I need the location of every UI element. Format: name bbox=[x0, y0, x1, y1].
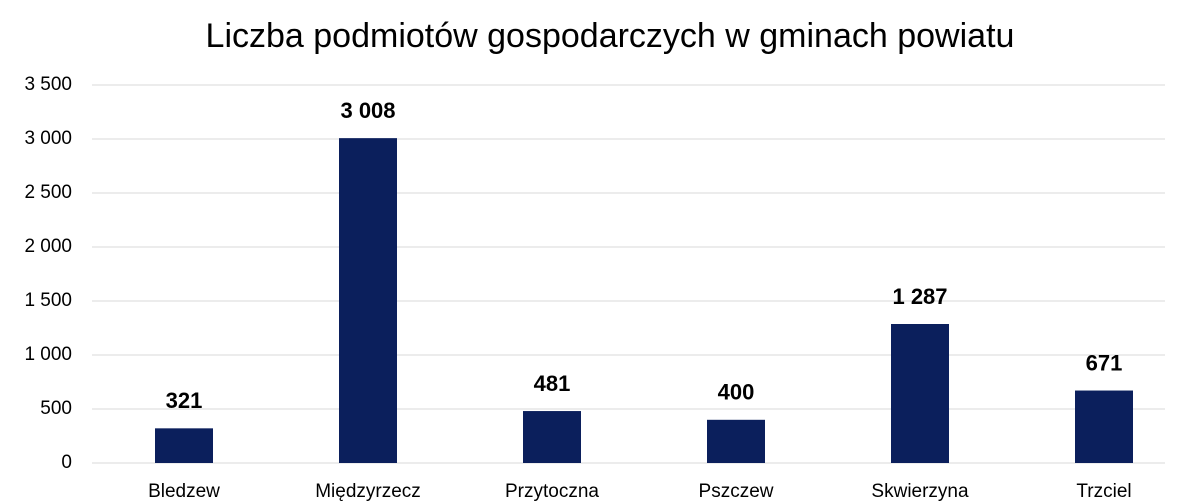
x-tick-label: Przytoczna bbox=[505, 481, 599, 502]
value-label: 671 bbox=[1086, 350, 1123, 375]
value-label: 481 bbox=[534, 371, 571, 396]
x-tick-label: Trzciel bbox=[1076, 481, 1131, 502]
y-tick-label: 500 bbox=[40, 398, 72, 419]
x-tick-label: Pszczew bbox=[699, 481, 774, 502]
chart-title: Liczba podmiotów gospodarczych w gminach… bbox=[206, 17, 1015, 55]
bar bbox=[707, 419, 765, 463]
bar bbox=[1075, 390, 1133, 463]
bar bbox=[155, 428, 213, 463]
y-tick-label: 0 bbox=[61, 452, 72, 473]
y-tick-label: 3 500 bbox=[24, 74, 72, 95]
value-label: 3 008 bbox=[340, 98, 395, 123]
y-tick-label: 3 000 bbox=[24, 128, 72, 149]
value-label: 321 bbox=[166, 388, 203, 413]
x-tick-label: Skwierzyna bbox=[871, 481, 969, 502]
x-tick-label: Międzyrzecz bbox=[315, 481, 421, 502]
bar bbox=[523, 411, 581, 463]
y-tick-label: 1 000 bbox=[24, 344, 72, 365]
y-tick-label: 2 500 bbox=[24, 182, 72, 203]
value-label: 1 287 bbox=[892, 284, 947, 309]
value-label: 400 bbox=[718, 380, 755, 405]
y-tick-label: 2 000 bbox=[24, 236, 72, 257]
bar bbox=[339, 138, 397, 464]
bar bbox=[891, 324, 949, 463]
y-tick-label: 1 500 bbox=[24, 290, 72, 311]
x-tick-label: Bledzew bbox=[148, 481, 220, 502]
